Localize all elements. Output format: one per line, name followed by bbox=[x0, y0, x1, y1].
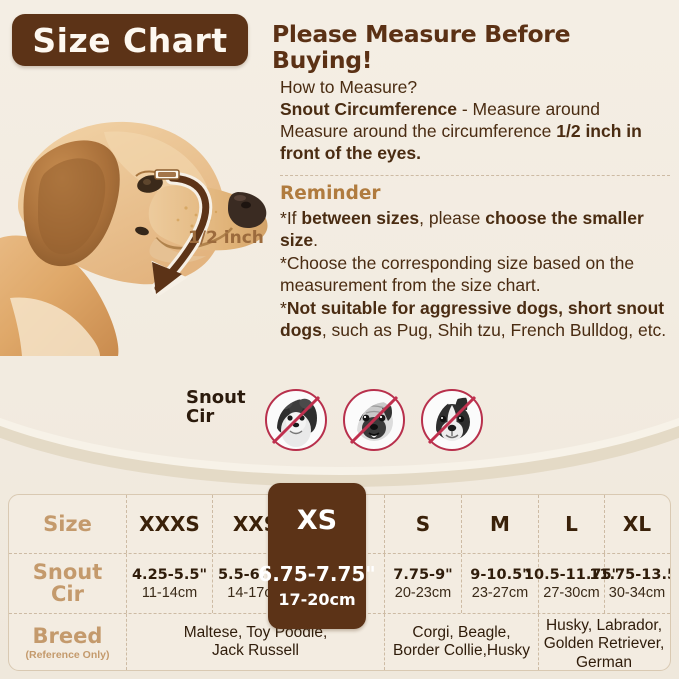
row-label-breed: Breed bbox=[32, 623, 103, 648]
half-inch-label: 1/2 inch bbox=[188, 228, 264, 248]
snout-cm-l: 27-30cm bbox=[543, 584, 600, 601]
reminder-1-star: * bbox=[280, 208, 287, 229]
size-cell-s: S bbox=[385, 495, 462, 553]
size-value-xl: XL bbox=[622, 512, 652, 536]
size-value-s: S bbox=[415, 512, 431, 536]
snout-cell-l: 10.5-11.75" 27-30cm bbox=[524, 554, 619, 613]
size-cell-m: M bbox=[462, 495, 539, 553]
size-value-m: M bbox=[490, 512, 510, 536]
reminder-1-bold-2: choose the smaller size bbox=[280, 208, 644, 251]
row-label-breed-cell: Breed (Reference Only) bbox=[9, 614, 127, 670]
size-chart-badge-label: Size Chart bbox=[32, 20, 228, 60]
table-row-breed: Breed (Reference Only) Maltese, Toy Pood… bbox=[9, 613, 670, 670]
snout-inches-xxxs: 4.25-5.5" bbox=[131, 566, 208, 583]
row-label-snout-line2: Cir bbox=[51, 581, 84, 606]
instructions-panel: How to Measure? Snout Circumference - Me… bbox=[280, 76, 670, 342]
highlight-size-label: XS bbox=[296, 505, 338, 536]
decorative-arc-divider bbox=[0, 417, 679, 487]
snout-cm-s: 20-23cm bbox=[394, 584, 452, 601]
size-value-xxxs: XXXS bbox=[139, 512, 200, 536]
snout-cell-xs bbox=[299, 554, 385, 613]
breed-text-large: Husky, Labrador, Golden Retriever, Germa… bbox=[543, 617, 665, 671]
reminder-item-1: *If between sizes, please choose the sma… bbox=[280, 207, 670, 251]
reminder-1-post: . bbox=[313, 230, 318, 251]
snout-cm-xxxs: 11-14cm bbox=[141, 584, 198, 601]
reminder-3-star: * bbox=[280, 298, 287, 319]
page-title: Please Measure Before Buying! bbox=[272, 20, 571, 74]
row-label-size-cell: Size bbox=[9, 495, 127, 553]
snout-cm-xl: 30-34cm bbox=[608, 584, 666, 601]
reminder-item-3: *Not suitable for aggressive dogs, short… bbox=[280, 297, 670, 341]
no-french-bulldog-icon bbox=[420, 388, 484, 452]
snout-cell-xxxs: 4.25-5.5" 11-14cm bbox=[127, 554, 213, 613]
snout-cm-m: 23-27cm bbox=[471, 584, 529, 601]
breed-cell-medium: Corgi, Beagle, Border Collie,Husky bbox=[385, 614, 539, 670]
highlighted-size-xs[interactable]: XS 6.75-7.75" 17-20cm bbox=[258, 483, 376, 629]
row-label-snout-cell: Snout Cir bbox=[9, 554, 127, 613]
reminder-title: Reminder bbox=[280, 183, 381, 205]
dash-separator: - bbox=[456, 99, 473, 120]
reminder-list: *If between sizes, please choose the sma… bbox=[280, 207, 670, 341]
reminder-2-star: * bbox=[280, 253, 287, 274]
size-cell-l: L bbox=[539, 495, 605, 553]
size-cell-xs bbox=[299, 495, 385, 553]
snout-cell-m: 9-10.5" 23-27cm bbox=[462, 554, 539, 613]
row-label-size: Size bbox=[43, 512, 92, 536]
row-label-snout-line1: Snout bbox=[32, 560, 103, 585]
snout-inches-xl: 11.75-13.5" bbox=[589, 566, 670, 583]
size-cell-xl: XL bbox=[605, 495, 669, 553]
reminder-3-post: , such as Pug, Shih tzu, French Bulldog,… bbox=[321, 320, 667, 341]
snout-cir-label: Snout Cir bbox=[186, 388, 246, 427]
snout-cir-label-line2: Cir bbox=[186, 406, 215, 428]
how-to-measure-detail: Snout Circumference - Measure around Mea… bbox=[280, 98, 670, 164]
breed-text-small: Maltese, Toy Poodle, Jack Russell bbox=[183, 623, 328, 659]
section-divider bbox=[280, 175, 670, 177]
snout-cell-xl: 11.75-13.5" 30-34cm bbox=[589, 554, 670, 613]
breed-cell-large: Husky, Labrador, Golden Retriever, Germa… bbox=[539, 614, 669, 670]
banned-breeds-row bbox=[264, 388, 484, 454]
reminder-1-mid: , please bbox=[419, 208, 486, 229]
size-value-l: L bbox=[565, 512, 578, 536]
highlight-inches: 6.75-7.75" bbox=[258, 562, 376, 586]
row-label-breed-sub: (Reference Only) bbox=[25, 648, 110, 661]
reminder-1-bold-1: between sizes bbox=[301, 208, 420, 229]
breed-text-medium: Corgi, Beagle, Border Collie,Husky bbox=[393, 623, 530, 659]
reminder-1-pre: If bbox=[286, 208, 302, 229]
reminder-2-text: Choose the corresponding size based on t… bbox=[280, 253, 635, 296]
how-to-measure-block: How to Measure? Snout Circumference - Me… bbox=[280, 76, 670, 164]
how-to-measure-question: How to Measure? bbox=[280, 77, 418, 97]
snout-inches-l: 10.5-11.75" bbox=[523, 566, 620, 583]
snout-circumference-term: Snout Circumference bbox=[280, 99, 457, 120]
measure-text-part1: Measure around the circumference bbox=[280, 121, 557, 142]
size-chart-badge: Size Chart bbox=[12, 14, 248, 66]
measure-text-bold: 1/2 inch in front of the eyes. bbox=[280, 121, 642, 164]
snout-cell-s: 7.75-9" 20-23cm bbox=[385, 554, 462, 613]
reminder-3-bold: Not suitable for aggressive dogs, short … bbox=[280, 298, 665, 341]
snout-inches-m: 9-10.5" bbox=[470, 566, 530, 583]
highlight-cm: 17-20cm bbox=[278, 590, 356, 609]
snout-inches-s: 7.75-9" bbox=[393, 566, 453, 583]
reminder-item-2: *Choose the corresponding size based on … bbox=[280, 252, 670, 296]
size-cell-xxxs: XXXS bbox=[127, 495, 213, 553]
no-shih-tzu-icon bbox=[264, 388, 328, 452]
table-row-snout-cir: Snout Cir 4.25-5.5" 11-14cm 5.5-6.75" 14… bbox=[9, 553, 670, 613]
golden-retriever-head-icon bbox=[0, 121, 268, 356]
no-pug-icon bbox=[342, 388, 406, 452]
measure-around-text: Measure around bbox=[472, 99, 600, 120]
snout-cir-label-line1: Snout bbox=[186, 387, 246, 408]
dog-illustration: 1/2 inch Snout Cir bbox=[0, 88, 272, 427]
